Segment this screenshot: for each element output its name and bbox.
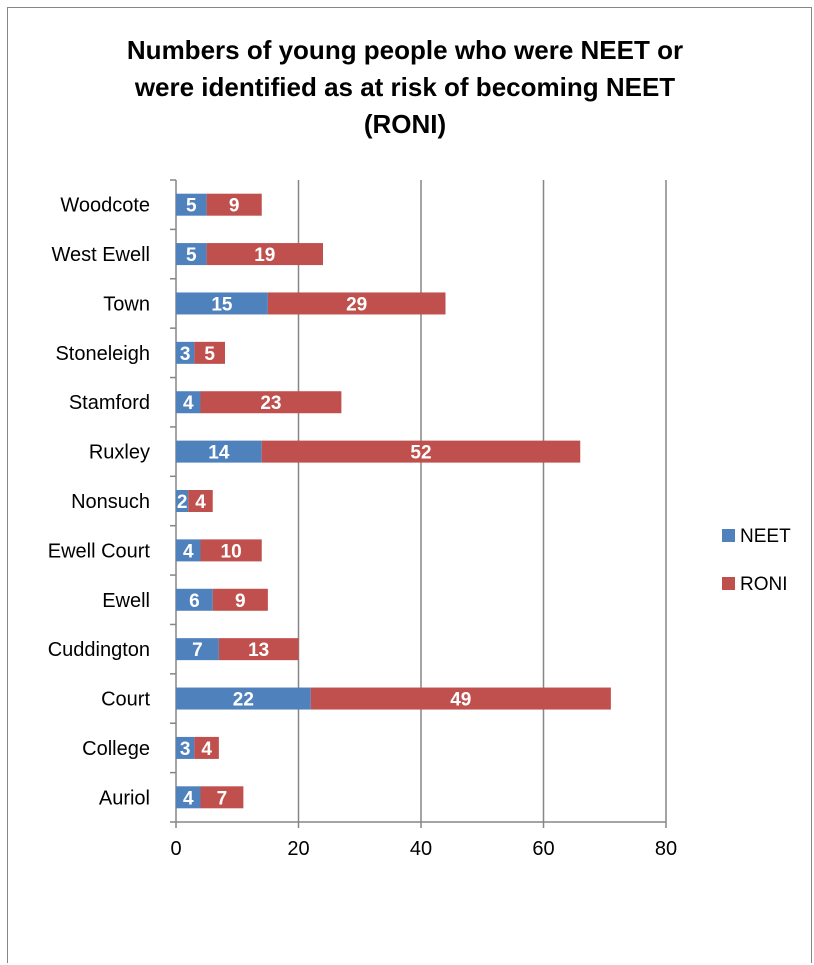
data-label-roni: 19	[254, 245, 275, 266]
category-label: Woodcote	[60, 195, 150, 217]
category-label: College	[82, 738, 150, 760]
data-label-roni: 9	[235, 591, 246, 612]
bar-roni	[212, 588, 268, 611]
bar-roni	[194, 341, 225, 364]
data-label-roni: 4	[201, 739, 212, 760]
data-label-roni: 49	[450, 690, 471, 711]
category-label: Town	[103, 293, 150, 315]
title-line-2: were identified as at risk of becoming N…	[134, 72, 676, 102]
bar-roni	[206, 243, 323, 266]
data-label-neet: 15	[211, 294, 233, 315]
bar-neet	[176, 391, 201, 414]
bar-neet	[176, 193, 207, 216]
category-label: Auriol	[99, 787, 150, 809]
data-label-neet: 4	[183, 788, 194, 809]
chart-frame	[7, 7, 812, 963]
bar-neet	[176, 341, 195, 364]
bar-neet	[176, 539, 201, 562]
data-label-roni: 9	[229, 196, 240, 217]
chart-title: Numbers of young people who were NEET or…	[60, 32, 750, 143]
bar-roni	[310, 687, 611, 710]
bar-roni	[194, 736, 219, 759]
data-label-roni: 5	[204, 344, 215, 365]
bar-neet	[176, 588, 213, 611]
x-tick-label: 80	[655, 838, 677, 860]
category-label: Ewell Court	[48, 540, 151, 562]
legend-swatch-neet	[722, 529, 735, 542]
bar-roni	[188, 490, 213, 512]
data-label-neet: 5	[186, 245, 197, 266]
data-label-neet: 4	[183, 541, 194, 562]
category-label: West Ewell	[51, 244, 150, 266]
bar-neet	[176, 440, 262, 463]
category-label: Ruxley	[89, 442, 150, 464]
bar-roni	[200, 391, 342, 414]
bar-roni	[261, 440, 581, 463]
legend-swatch-roni	[722, 577, 735, 590]
x-tick-label: 60	[532, 838, 554, 860]
bar-neet	[176, 292, 268, 315]
data-label-neet: 22	[233, 690, 254, 711]
data-label-roni: 10	[221, 541, 242, 562]
data-label-neet: 14	[208, 443, 230, 464]
data-label-roni: 7	[217, 788, 228, 809]
category-label: Cuddington	[48, 639, 150, 661]
bar-roni	[200, 539, 262, 562]
legend-label-neet: NEET	[740, 526, 791, 547]
data-label-neet: 3	[180, 739, 191, 760]
bar-roni	[206, 193, 262, 216]
bar-neet	[176, 786, 201, 809]
data-label-neet: 6	[189, 591, 200, 612]
data-label-neet: 4	[183, 393, 194, 414]
data-label-roni: 4	[195, 492, 206, 513]
bar-neet	[176, 243, 207, 266]
data-label-neet: 7	[192, 640, 203, 661]
bar-roni	[267, 292, 446, 315]
category-label: Stoneleigh	[55, 343, 150, 365]
category-label: Stamford	[69, 392, 150, 414]
title-line-1: Numbers of young people who were NEET or	[126, 35, 684, 65]
title-line-3: (RONI)	[363, 109, 447, 139]
legend-label-roni: RONI	[740, 574, 788, 595]
category-label: Court	[101, 689, 150, 711]
data-label-neet: 2	[177, 492, 188, 513]
data-label-neet: 5	[186, 196, 197, 217]
bar-neet	[176, 638, 219, 661]
category-label: Ewell	[102, 590, 150, 612]
data-label-roni: 13	[248, 640, 269, 661]
bar-roni	[200, 786, 244, 809]
bar-neet	[176, 736, 195, 759]
data-label-roni: 29	[346, 294, 367, 315]
x-tick-label: 40	[410, 838, 432, 860]
category-label: Nonsuch	[71, 491, 150, 513]
x-tick-label: 20	[287, 838, 309, 860]
data-label-roni: 52	[410, 443, 431, 464]
x-tick-label: 0	[170, 838, 181, 860]
data-label-roni: 23	[260, 393, 281, 414]
bar-roni	[218, 638, 299, 661]
bar-neet	[176, 490, 189, 512]
bar-neet	[176, 687, 311, 710]
data-label-neet: 3	[180, 344, 191, 365]
